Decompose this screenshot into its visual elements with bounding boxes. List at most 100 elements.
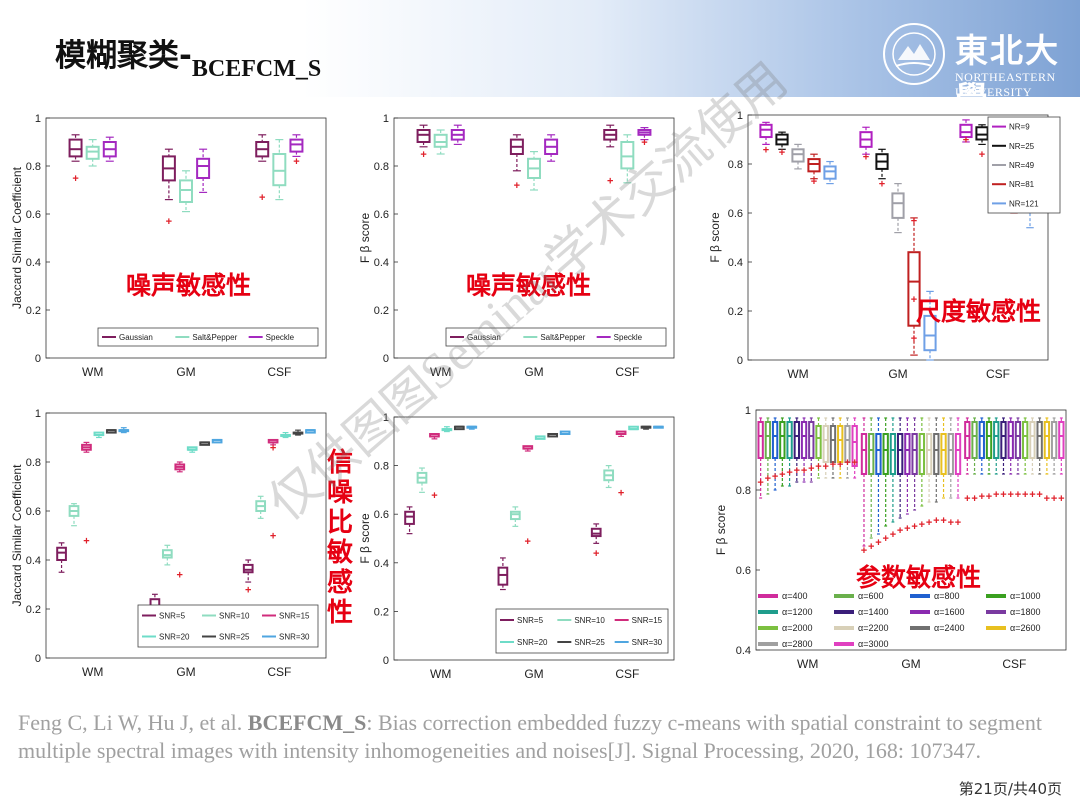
x-tick-label: GM	[888, 367, 907, 381]
legend-label: SNR=10	[219, 612, 250, 621]
outlier-marker: +	[801, 465, 807, 477]
y-tick-label: 1	[737, 110, 743, 122]
chart-scale-fbeta: 0 0.2 0.4 0.6 0.8 1 WM GM CSF F β score + + + + + + + + + +…	[708, 110, 1061, 381]
box-body	[808, 421, 815, 459]
x-tick-label: GM	[901, 657, 920, 671]
legend-label: α=2200	[858, 623, 888, 633]
box-body	[1007, 421, 1014, 459]
legend-box	[97, 327, 319, 347]
box-body	[771, 421, 779, 459]
y-tick-label: 0.8	[736, 485, 751, 497]
y-tick-label: 0.4	[736, 645, 751, 657]
chart-snr-fbeta: 0 0.2 0.4 0.6 0.8 1 WM GM CSF F β score + + + + SNR=5 S…	[358, 412, 675, 681]
box-body	[800, 421, 808, 459]
x-tick-label: WM	[82, 365, 103, 379]
box-body	[1014, 421, 1022, 459]
legend-label: α=2800	[782, 639, 812, 649]
y-tick-label: 1	[383, 412, 389, 424]
outlier-marker: +	[811, 176, 817, 188]
box-body	[179, 179, 193, 204]
legend-label: α=1000	[1010, 591, 1040, 601]
box-body	[823, 165, 837, 180]
box-body	[1000, 421, 1007, 459]
y-tick-label: 0.2	[728, 306, 743, 318]
box-body	[875, 433, 882, 475]
outlier-marker: +	[765, 473, 771, 485]
y-tick-label: 0.4	[26, 257, 41, 269]
box-body	[860, 433, 868, 475]
title-sub: BCEFCM_S	[191, 56, 322, 82]
x-tick-label: GM	[524, 667, 543, 681]
box-body	[844, 425, 851, 463]
legend-box	[495, 608, 669, 654]
outlier-marker: +	[420, 149, 426, 161]
legend-label: Salt&Pepper	[192, 333, 237, 342]
x-tick-label: WM	[430, 667, 451, 681]
legend-label: NR=49	[1009, 161, 1035, 170]
legend-label: α=1600	[934, 607, 964, 617]
box-body	[289, 138, 304, 153]
box-body	[896, 433, 904, 475]
outlier-marker: +	[593, 548, 599, 560]
y-tick-label: 0	[35, 653, 41, 665]
box-body	[978, 421, 985, 459]
outlier-marker: +	[823, 461, 829, 473]
box-body	[904, 433, 911, 475]
y-tick-label: 1	[35, 113, 41, 125]
y-tick-label: 0	[737, 355, 743, 367]
outlier-marker: +	[861, 545, 867, 557]
box-body	[68, 138, 83, 158]
chart-snr-jaccard: 0 0.2 0.4 0.6 0.8 1 WM GM CSF Jaccard Similar Coe…	[10, 408, 327, 679]
box-body	[433, 133, 448, 148]
box-body	[56, 546, 67, 561]
box-body	[815, 425, 822, 459]
outlier-marker: +	[431, 490, 437, 502]
legend-label: Speckle	[266, 333, 295, 342]
outlier-marker: +	[1015, 489, 1021, 501]
legend-label: α=3000	[858, 639, 888, 649]
title-main: 模糊聚类-	[55, 38, 192, 74]
legend-label: α=400	[782, 591, 807, 601]
box-body	[161, 549, 173, 559]
label-scale-sensitivity: 尺度敏感性	[916, 297, 1042, 326]
legend-label: SNR=25	[219, 633, 250, 642]
outlier-marker: +	[525, 536, 531, 548]
slide-title: 模糊聚类-BCEFCM_S	[55, 30, 321, 82]
outlier-marker: +	[890, 529, 896, 541]
legend-label: SNR=20	[159, 633, 190, 642]
box-body	[416, 129, 431, 143]
outlier-marker: +	[1007, 489, 1013, 501]
legend-label: Gaussian	[467, 333, 501, 342]
outlier-marker: +	[72, 173, 78, 185]
box-body	[851, 425, 858, 467]
outlier-marker: +	[270, 531, 276, 543]
box-body	[416, 471, 428, 484]
box-body	[1043, 421, 1051, 459]
x-tick-label: CSF	[986, 367, 1010, 381]
box-body	[925, 433, 933, 475]
outlier-marker: +	[911, 215, 917, 227]
outlier-marker: +	[863, 152, 869, 164]
outlier-marker: +	[166, 216, 172, 228]
box-body	[793, 421, 800, 459]
outlier-marker: +	[641, 137, 647, 149]
y-tick-label: 0.8	[374, 461, 389, 473]
y-tick-label: 0.8	[26, 161, 41, 173]
x-tick-label: GM	[524, 365, 543, 379]
y-tick-label: 0	[383, 353, 389, 365]
legend-label: α=1400	[858, 607, 888, 617]
y-tick-label: 0.2	[374, 305, 389, 317]
y-tick-label: 0.2	[26, 604, 41, 616]
box-body	[85, 145, 100, 160]
outlier-marker: +	[933, 515, 939, 527]
outlier-marker: +	[837, 459, 843, 471]
box-body	[807, 158, 821, 173]
y-tick-label: 1	[383, 113, 389, 125]
box-body	[404, 510, 415, 525]
box-body	[971, 421, 978, 459]
university-seal-logo	[883, 23, 945, 85]
box-body	[272, 153, 287, 187]
legend-label: NR=25	[1009, 142, 1035, 151]
box-body	[975, 126, 989, 141]
outlier-marker: +	[1036, 489, 1042, 501]
